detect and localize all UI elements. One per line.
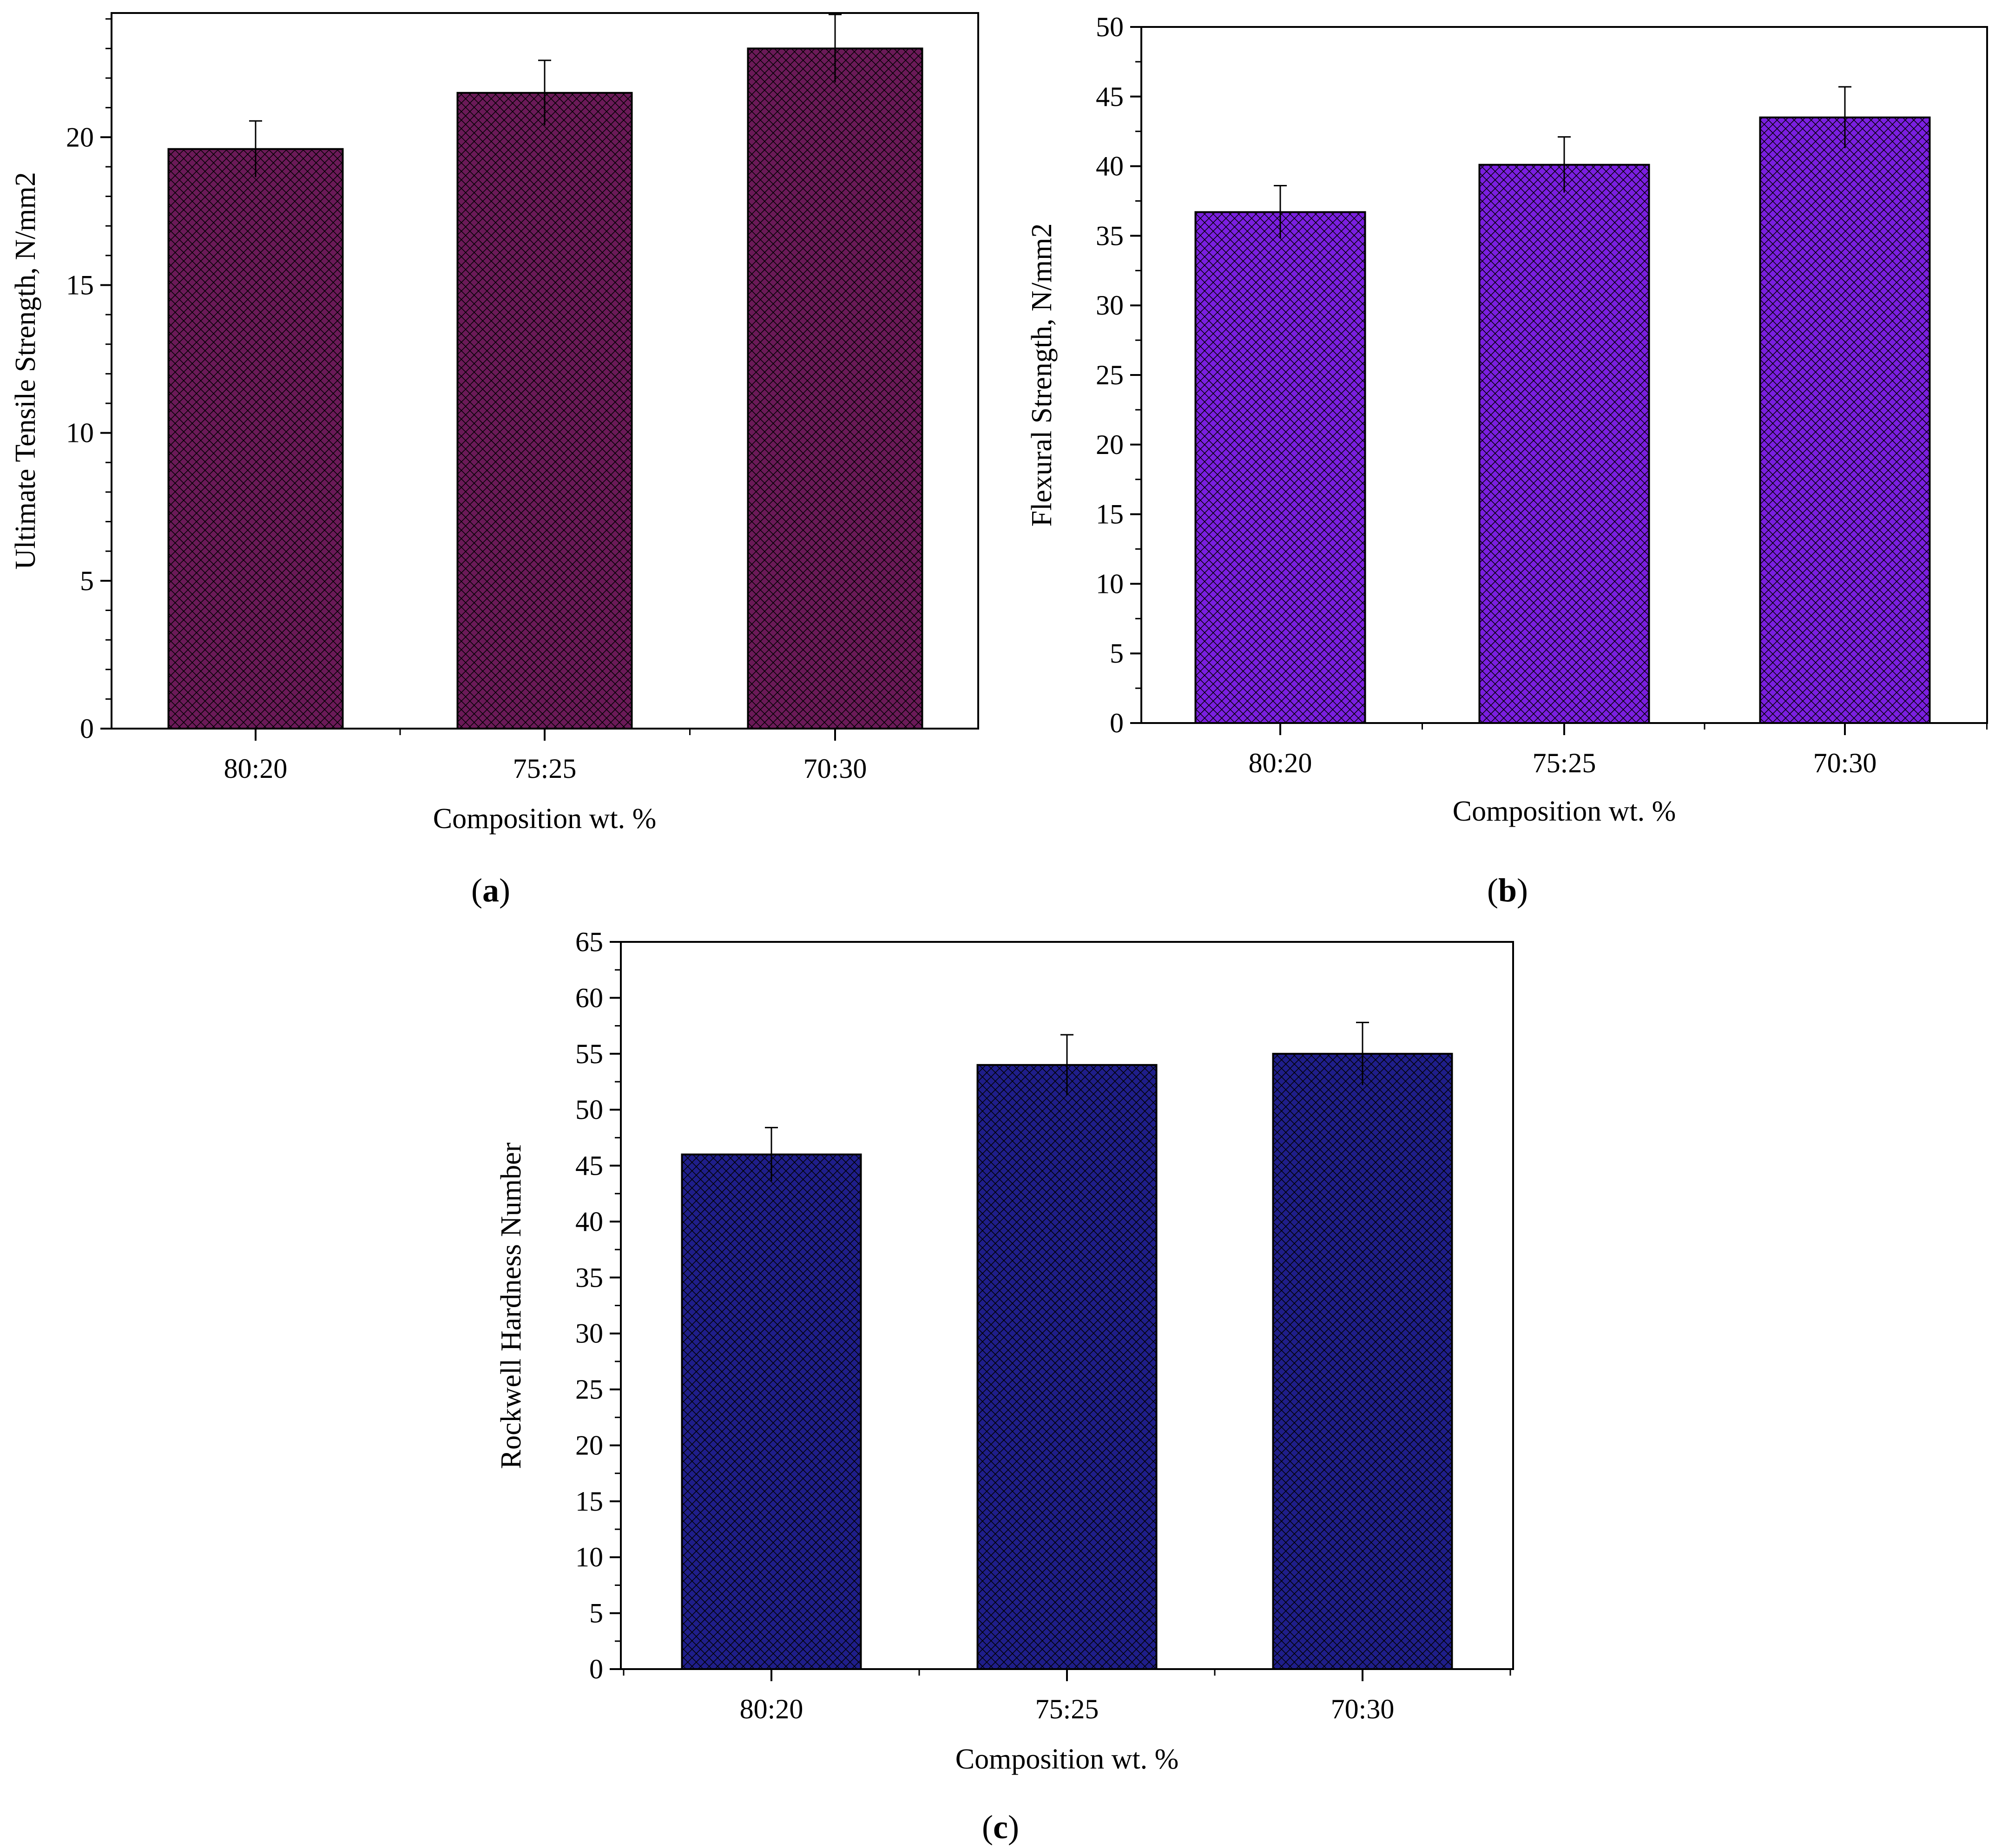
panel-letter: b (1498, 872, 1517, 909)
y-tick-label: 50 (1096, 12, 1124, 42)
panel-label-c: (c) (982, 1809, 1019, 1846)
x-tick-label: 80:20 (224, 753, 288, 784)
y-tick-label: 40 (575, 1206, 603, 1237)
y-tick-label: 35 (1096, 220, 1124, 251)
panel-label-a: (a) (471, 872, 510, 909)
y-tick-label: 25 (1096, 360, 1124, 390)
y-tick-label: 65 (575, 927, 603, 957)
x-tick-label: 70:30 (1331, 1694, 1395, 1724)
x-tick-label: 70:30 (1813, 748, 1877, 778)
y-tick-label: 45 (575, 1151, 603, 1181)
x-axis-ticks: 80:20 75:25 70:30 (224, 729, 867, 784)
y-axis-ticks: 0 5 10 15 20 25 30 35 40 45 50 55 60 65 (575, 927, 621, 1684)
error-bars (765, 1021, 1369, 1182)
y-tick-label: 50 (575, 1094, 603, 1125)
bars (167, 47, 923, 730)
y-tick-label: 10 (1096, 568, 1124, 599)
y-tick-label: 5 (589, 1598, 603, 1629)
panel-letter: c (993, 1809, 1008, 1846)
y-tick-label: 5 (1110, 638, 1124, 669)
bar (976, 1064, 1158, 1670)
bar (167, 148, 344, 730)
bar (456, 92, 633, 730)
bars (1194, 116, 1931, 724)
x-tick-label: 80:20 (740, 1694, 803, 1724)
x-axis-ticks: 80:20 75:25 70:30 (623, 1669, 1511, 1724)
y-tick-label: 40 (1096, 151, 1124, 182)
x-axis-title: Composition wt. % (955, 1743, 1179, 1775)
y-tick-label: 15 (1096, 499, 1124, 530)
x-tick-label: 75:25 (513, 753, 577, 784)
y-axis-ticks: 0 5 10 15 20 (66, 18, 112, 744)
bar (1272, 1052, 1453, 1670)
bars (681, 1052, 1453, 1670)
panel-label-b: (b) (1487, 872, 1528, 909)
y-axis-title: Rockwell Hardness Number (495, 1142, 527, 1469)
chart-panel-b: 0 5 10 15 20 25 30 35 40 45 50 80:20 75:25 70:30 Com… (1026, 12, 1988, 909)
x-tick-label: 75:25 (1533, 748, 1596, 778)
y-tick-label: 60 (575, 982, 603, 1013)
y-tick-label: 10 (66, 418, 94, 448)
x-tick-label: 70:30 (803, 753, 867, 784)
error-bars (1274, 86, 1851, 239)
chart-panel-a: 0 5 10 15 20 80:20 75:25 70:30 Composition wt.… (10, 12, 979, 909)
bar (681, 1153, 862, 1670)
y-tick-label: 10 (575, 1542, 603, 1572)
y-tick-label: 45 (1096, 81, 1124, 112)
x-axis-ticks: 80:20 75:25 70:30 (1249, 723, 1988, 778)
x-tick-label: 80:20 (1249, 748, 1312, 778)
y-tick-label: 0 (80, 713, 94, 744)
y-tick-label: 15 (575, 1486, 603, 1517)
y-tick-label: 30 (575, 1318, 603, 1349)
bar (1194, 211, 1366, 724)
chart-panel-c: 0 5 10 15 20 25 30 35 40 45 50 55 60 65 80:20 75:25 70:… (495, 927, 1514, 1846)
x-tick-label: 75:25 (1035, 1694, 1099, 1724)
y-tick-label: 5 (80, 566, 94, 596)
y-tick-label: 0 (1110, 708, 1124, 738)
y-tick-label: 30 (1096, 290, 1124, 321)
y-tick-label: 20 (66, 122, 94, 152)
panel-letter: a (482, 872, 499, 909)
bar (1478, 164, 1650, 724)
y-tick-label: 20 (575, 1430, 603, 1460)
y-tick-label: 15 (66, 270, 94, 300)
bar (747, 47, 923, 730)
y-tick-label: 55 (575, 1039, 603, 1069)
x-axis-title: Composition wt. % (433, 803, 657, 835)
y-axis-title: Ultimate Tensile Strength, N/mm2 (10, 172, 41, 570)
x-axis-title: Composition wt. % (1453, 796, 1676, 827)
error-bars (249, 13, 842, 178)
y-axis-ticks: 0 5 10 15 20 25 30 35 40 45 50 (1096, 12, 1141, 738)
y-tick-label: 0 (589, 1654, 603, 1684)
y-tick-label: 35 (575, 1262, 603, 1293)
y-tick-label: 25 (575, 1374, 603, 1405)
bar (1759, 116, 1931, 724)
y-tick-label: 20 (1096, 429, 1124, 460)
y-axis-title: Flexural Strength, N/mm2 (1026, 224, 1058, 527)
